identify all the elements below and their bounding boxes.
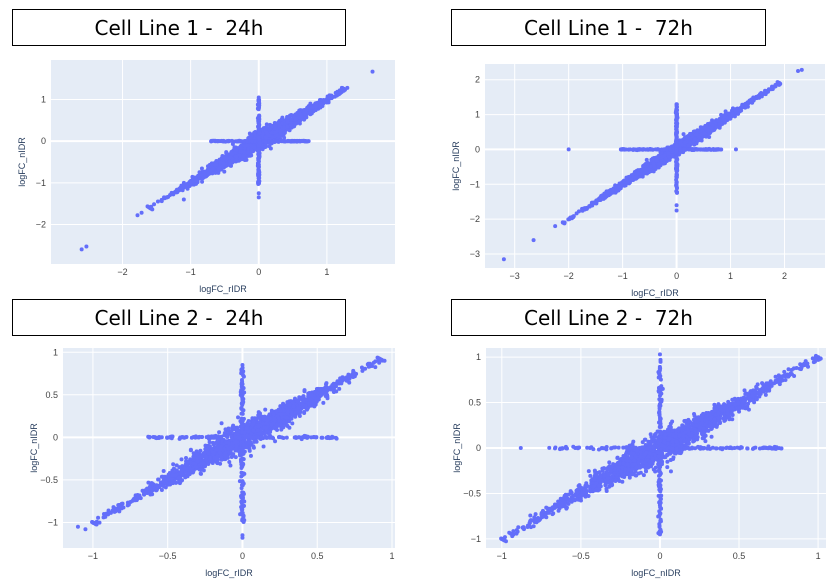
panel-title-4: Cell Line 2 - 72h bbox=[451, 299, 766, 336]
scatter-point bbox=[249, 134, 254, 139]
scatter-point bbox=[222, 169, 227, 174]
x-tick-label: 0 bbox=[256, 267, 261, 277]
panel-title-1: Cell Line 1 - 24h bbox=[12, 9, 346, 46]
scatter-point bbox=[263, 144, 268, 149]
scatter-point bbox=[199, 166, 204, 171]
scatter-point bbox=[216, 170, 221, 175]
scatter-point bbox=[194, 181, 199, 186]
scatter-point bbox=[282, 135, 287, 140]
scatter-point bbox=[197, 170, 202, 175]
x-tick-label: −1 bbox=[186, 267, 196, 277]
scatter-point bbox=[159, 198, 164, 203]
scatter-point bbox=[149, 204, 154, 209]
x-axis-title: logFC_rIDR bbox=[199, 284, 247, 294]
panel-title-3: Cell Line 2 - 24h bbox=[12, 299, 346, 336]
y-axis-title: logFC_nIDR bbox=[17, 137, 27, 187]
x-tick-label: −2 bbox=[117, 267, 127, 277]
y-tick-label: −1 bbox=[36, 178, 46, 188]
scatter-point bbox=[264, 122, 269, 127]
panel-title-2: Cell Line 1 - 72h bbox=[451, 9, 766, 46]
scatter-point bbox=[171, 192, 176, 197]
y-tick-label: −2 bbox=[36, 219, 46, 229]
x-tick-label: 1 bbox=[324, 267, 329, 277]
y-tick-label: 1 bbox=[41, 95, 46, 105]
scatter-points bbox=[79, 69, 375, 252]
y-tick-label: 0 bbox=[41, 136, 46, 146]
scatter-point bbox=[200, 179, 205, 184]
scatter-point bbox=[166, 194, 171, 199]
